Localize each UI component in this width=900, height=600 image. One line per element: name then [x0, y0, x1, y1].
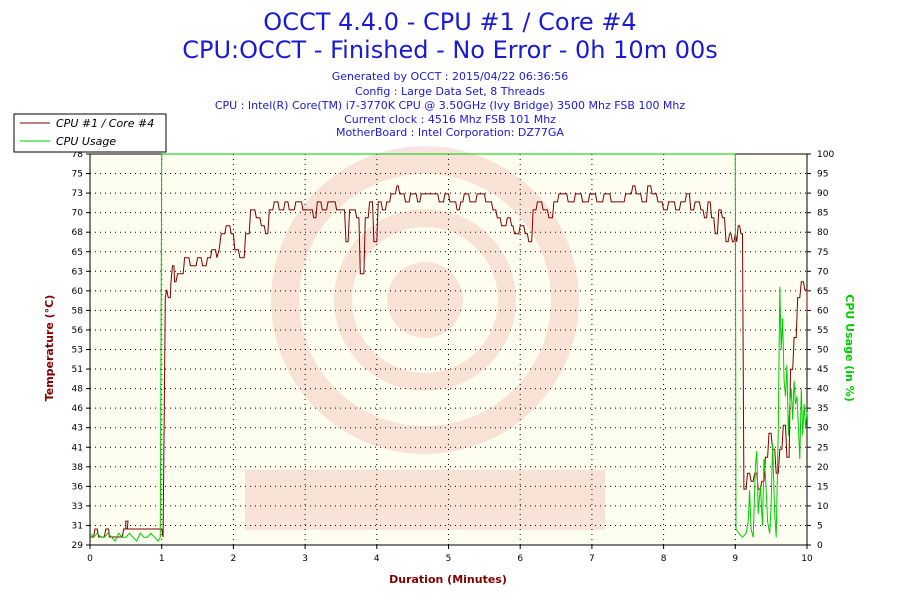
x-axis-ticks: 0 1 2 3 4 5 6 7 8 9 10	[87, 545, 813, 564]
y-right-tick-label: 75	[817, 248, 828, 258]
y-right-tick-label: 40	[817, 385, 829, 395]
chart-title: OCCT 4.4.0 - CPU #1 / Core #4	[263, 8, 637, 36]
grid	[90, 154, 807, 545]
y-right-tick-label: 35	[817, 404, 828, 414]
legend-label-usage: CPU Usage	[56, 135, 116, 148]
y-right-tick-label: 25	[817, 443, 828, 453]
y-axis-left-ticks: 29 31 33 36 38 41 43 46 48 51 53 56 58 60 63 65 68 70 73 75…	[72, 150, 90, 551]
y-right-tick-label: 60	[817, 306, 829, 316]
legend: CPU #1 / Core #4 CPU Usage	[13, 113, 167, 153]
y-left-tick-label: 65	[72, 248, 83, 258]
y-right-tick-label: 80	[817, 228, 829, 238]
y-left-tick-label: 38	[72, 463, 84, 473]
y-left-tick-label: 51	[72, 365, 83, 375]
x-tick-label: 2	[231, 554, 237, 564]
y-right-tick-label: 85	[817, 209, 828, 219]
y-left-tick-label: 33	[72, 502, 83, 512]
y-right-tick-label: 5	[817, 521, 823, 531]
x-tick-label: 7	[589, 554, 595, 564]
y-left-tick-label: 75	[72, 170, 83, 180]
x-axis-label: Duration (Minutes)	[389, 573, 507, 586]
info-clock: Current clock : 4516 Mhz FSB 101 Mhz	[344, 113, 556, 126]
y-left-tick-label: 46	[72, 404, 84, 414]
y-right-tick-label: 95	[817, 170, 828, 180]
y-right-tick-label: 65	[817, 287, 828, 297]
y-left-tick-label: 29	[72, 541, 84, 551]
y-right-tick-label: 15	[817, 482, 828, 492]
y-left-tick-label: 31	[72, 521, 83, 531]
y-left-tick-label: 60	[72, 287, 84, 297]
series-line-cpu-usage	[89, 153, 808, 542]
y-right-tick-label: 50	[817, 346, 829, 356]
x-tick-label: 9	[732, 554, 738, 564]
y-right-tick-label: 100	[817, 150, 834, 160]
chart-subtitle: CPU:OCCT - Finished - No Error - 0h 10m …	[182, 36, 718, 64]
y-left-tick-label: 63	[72, 267, 83, 277]
y-right-tick-label: 45	[817, 365, 828, 375]
y-left-tick-label: 58	[72, 306, 84, 316]
watermark	[245, 146, 605, 530]
x-tick-label: 6	[517, 554, 523, 564]
x-tick-label: 5	[446, 554, 452, 564]
x-tick-label: 10	[801, 554, 813, 564]
y-right-tick-label: 0	[817, 541, 823, 551]
series-line-temperature	[90, 185, 808, 538]
y-right-tick-label: 30	[817, 424, 829, 434]
y-left-tick-label: 56	[72, 326, 84, 336]
y-right-tick-label: 10	[817, 502, 829, 512]
x-tick-label: 0	[87, 554, 93, 564]
info-cpu: CPU : Intel(R) Core(TM) i7-3770K CPU @ 3…	[214, 99, 686, 112]
y-left-tick-label: 41	[72, 443, 83, 453]
x-tick-label: 8	[661, 554, 667, 564]
y-axis-left-label: Temperature (°C)	[43, 295, 56, 402]
y-left-tick-label: 48	[72, 385, 84, 395]
x-tick-label: 3	[302, 554, 308, 564]
x-tick-label: 1	[159, 554, 165, 564]
info-motherboard: MotherBoard : Intel Corporation: DZ77GA	[336, 126, 564, 139]
y-left-tick-label: 36	[72, 482, 84, 492]
y-left-tick-label: 73	[72, 189, 83, 199]
y-left-tick-label: 70	[72, 209, 84, 219]
legend-label-temperature: CPU #1 / Core #4	[56, 117, 154, 130]
y-right-tick-label: 55	[817, 326, 828, 336]
y-left-tick-label: 78	[72, 150, 84, 160]
series-lines	[89, 153, 808, 542]
y-right-tick-label: 20	[817, 463, 829, 473]
info-generated: Generated by OCCT : 2015/04/22 06:36:56	[331, 70, 569, 83]
y-axis-right-label: CPU Usage (in %)	[843, 294, 856, 401]
x-tick-label: 4	[374, 554, 380, 564]
y-left-tick-label: 53	[72, 346, 83, 356]
info-config: Config : Large Data Set, 8 Threads	[355, 85, 545, 98]
y-right-tick-label: 70	[817, 267, 829, 277]
y-axis-right-ticks: 0 5 10 15 20 25 30 35 40 45 50 55 60 65 70 75 80 85 90 95 10…	[807, 150, 834, 551]
y-left-tick-label: 68	[72, 228, 84, 238]
y-left-tick-label: 43	[72, 424, 83, 434]
y-right-tick-label: 90	[817, 189, 829, 199]
